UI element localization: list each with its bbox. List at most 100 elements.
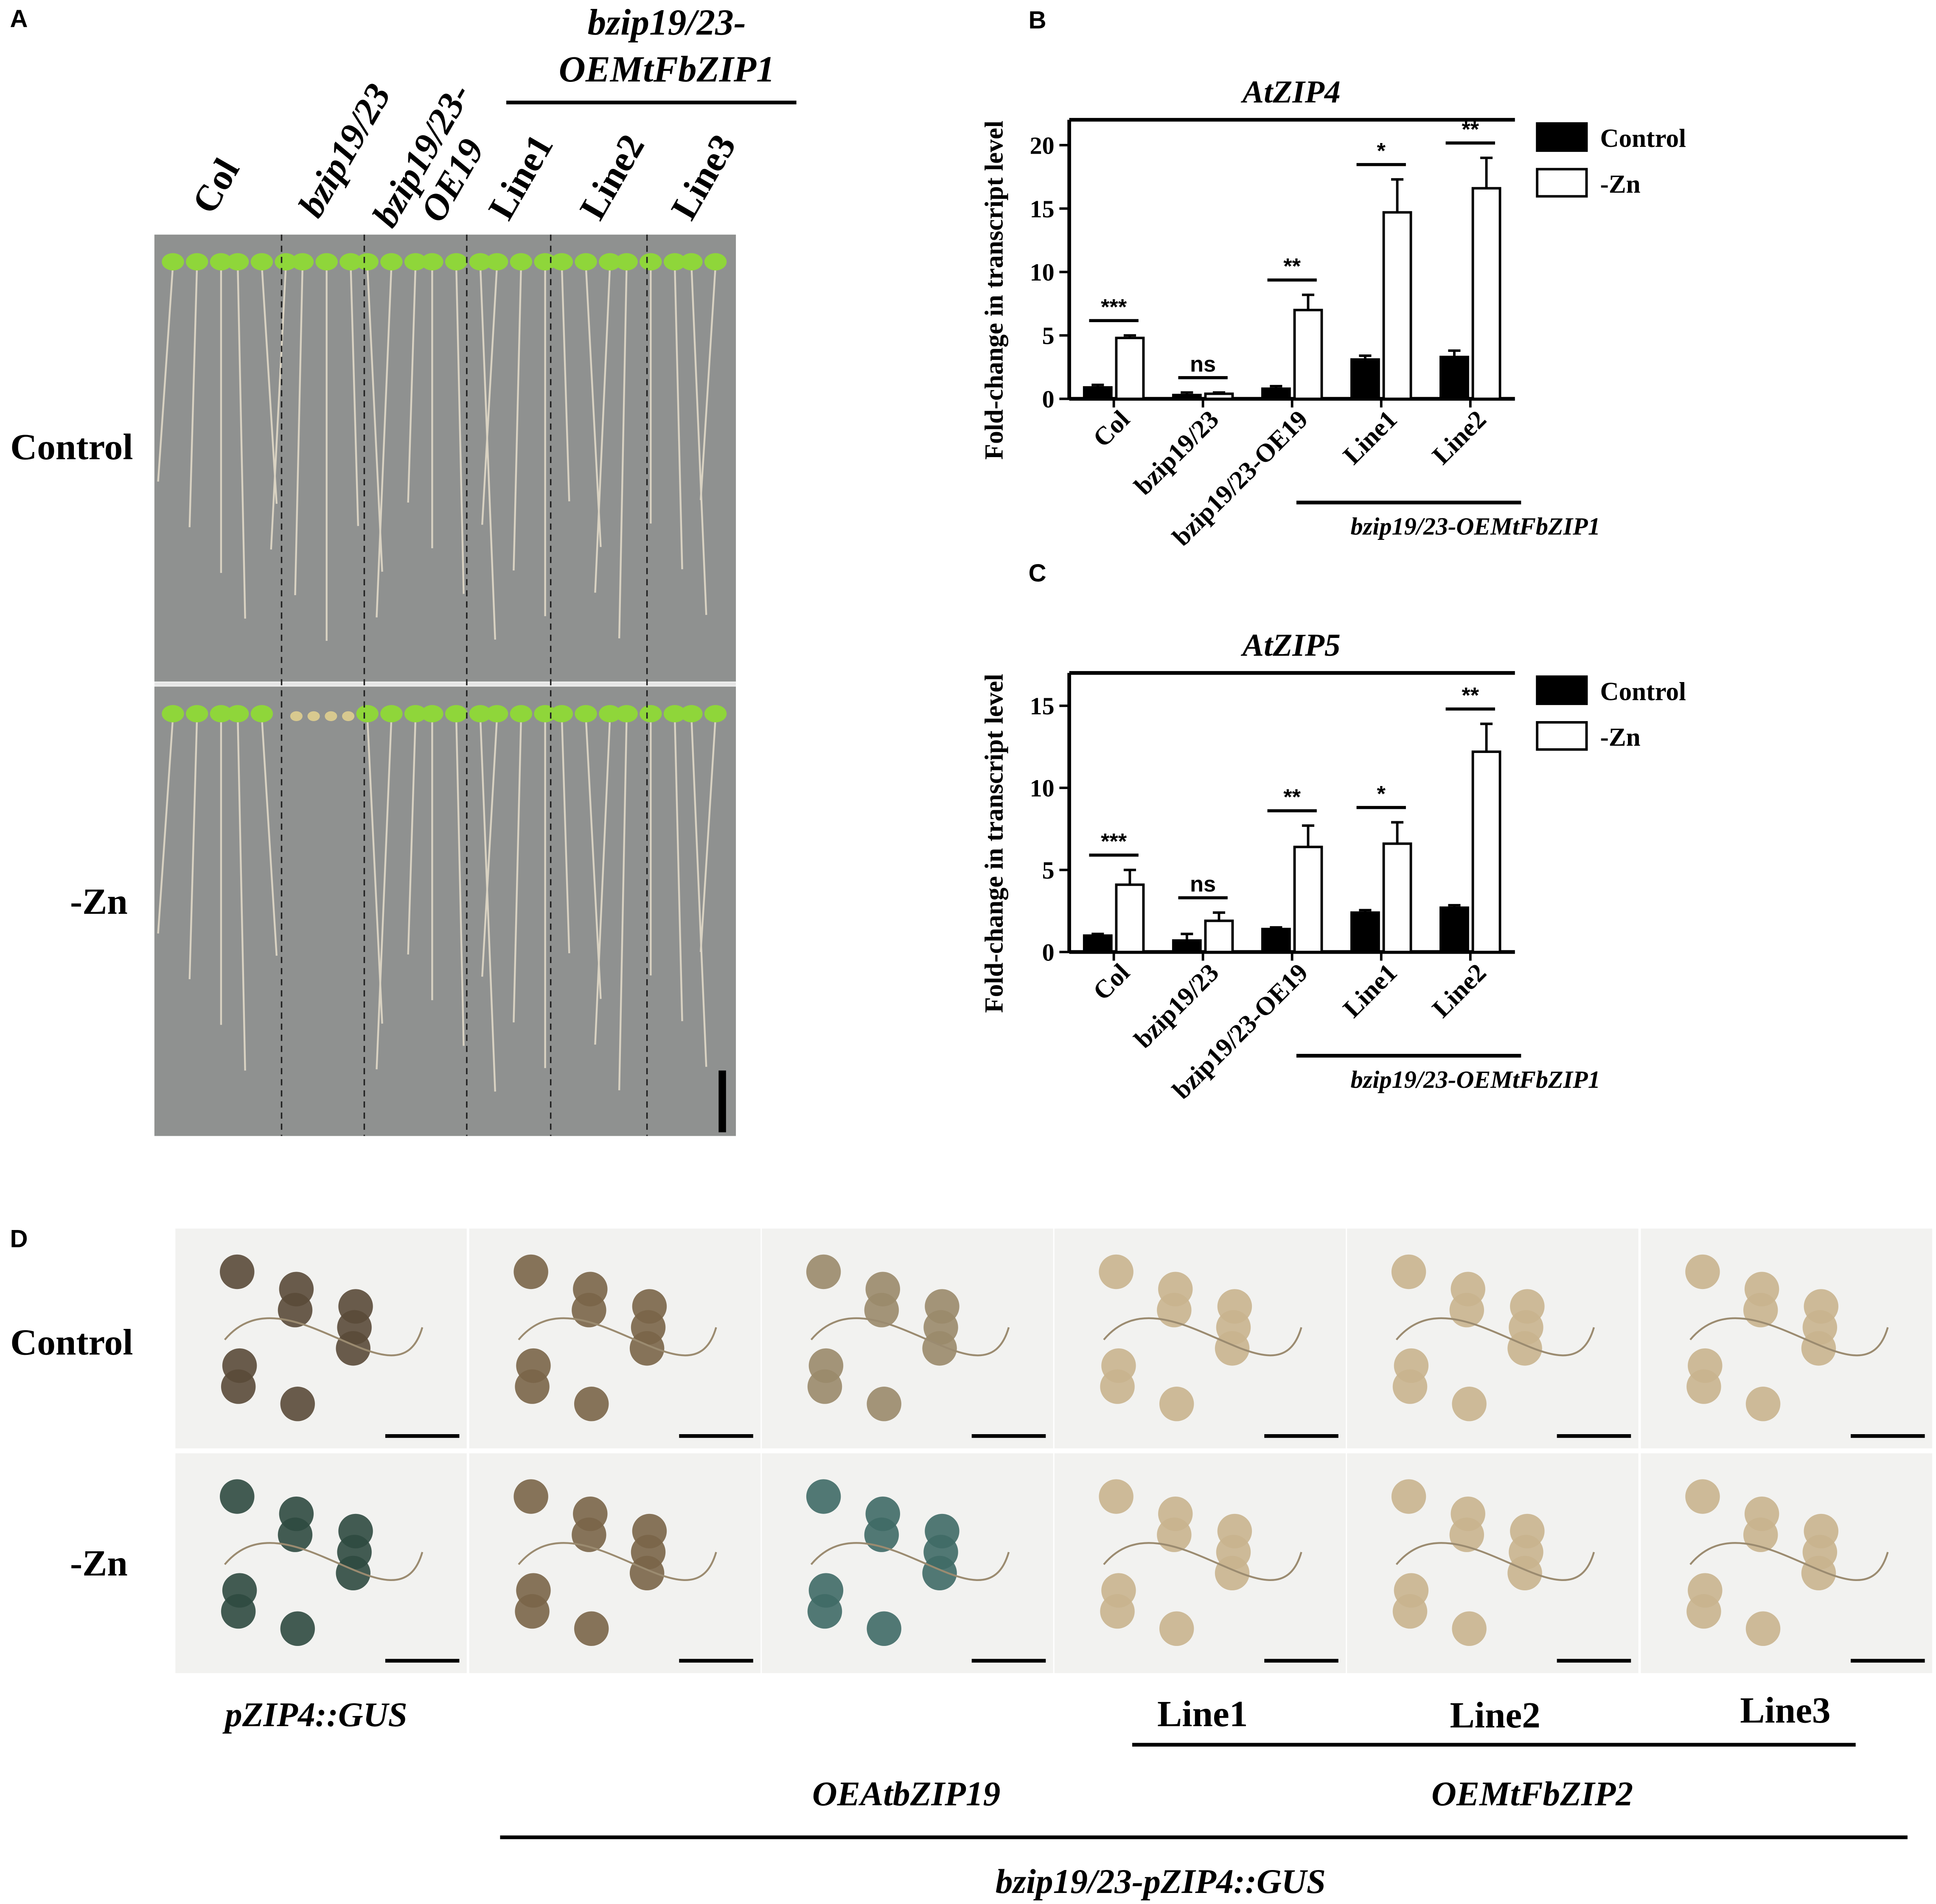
seedling bbox=[510, 253, 533, 271]
seedling bbox=[516, 1348, 551, 1383]
seedling bbox=[1744, 1272, 1779, 1306]
seedling bbox=[663, 253, 686, 271]
root bbox=[699, 265, 717, 500]
legend-label: Control bbox=[1600, 124, 1686, 153]
significance-label: ** bbox=[1462, 117, 1479, 142]
root bbox=[270, 265, 287, 550]
photo bbox=[154, 234, 736, 682]
bar bbox=[1115, 337, 1145, 400]
seedling bbox=[186, 253, 208, 271]
seedling bbox=[380, 253, 403, 271]
x-tick-label: Line1 bbox=[1338, 405, 1403, 470]
root bbox=[157, 717, 174, 934]
seedling bbox=[1452, 1387, 1487, 1421]
panel-label: B bbox=[1029, 6, 1047, 34]
root bbox=[810, 1542, 1010, 1581]
seedling bbox=[867, 1387, 901, 1421]
root bbox=[810, 1317, 1010, 1356]
error-bar bbox=[1302, 824, 1315, 847]
legend-swatch bbox=[1536, 122, 1588, 152]
y-tick-label: 5 bbox=[1042, 857, 1055, 884]
root bbox=[261, 717, 278, 956]
seedling bbox=[1745, 1387, 1781, 1421]
photo bbox=[1347, 1228, 1639, 1449]
seedling bbox=[680, 253, 703, 271]
bar bbox=[1083, 934, 1113, 953]
chart-title: AtZIP4 bbox=[1241, 74, 1341, 110]
root bbox=[376, 265, 393, 618]
seedling bbox=[1688, 1348, 1723, 1383]
bar bbox=[1293, 845, 1323, 953]
photo bbox=[762, 1228, 1053, 1449]
photo bbox=[1641, 1453, 1933, 1673]
bar bbox=[1204, 392, 1234, 400]
error-bar bbox=[1270, 926, 1282, 929]
error-bar bbox=[1480, 722, 1493, 752]
bar bbox=[1471, 187, 1501, 400]
seedling bbox=[663, 705, 686, 722]
seedling bbox=[1101, 1348, 1136, 1383]
root bbox=[376, 717, 393, 1070]
significance-label: * bbox=[1377, 782, 1386, 806]
panel-label: A bbox=[10, 5, 28, 33]
line-label: Line1 bbox=[1157, 1693, 1248, 1734]
error-bar bbox=[1123, 334, 1136, 338]
photo bbox=[469, 1228, 761, 1449]
root bbox=[188, 717, 198, 980]
seedling bbox=[925, 1289, 960, 1324]
panel-label: C bbox=[1029, 559, 1047, 587]
seedling bbox=[404, 253, 427, 271]
seedling bbox=[227, 253, 249, 271]
seedling bbox=[280, 1611, 315, 1646]
seedling bbox=[1391, 1254, 1426, 1289]
root bbox=[350, 265, 359, 526]
bar bbox=[1382, 211, 1412, 400]
root bbox=[618, 717, 628, 1090]
seedling bbox=[222, 1573, 257, 1608]
seedling bbox=[1099, 1254, 1134, 1289]
error-bar bbox=[1359, 354, 1372, 360]
column-label: Line3 bbox=[663, 127, 744, 226]
seedling bbox=[1158, 1496, 1193, 1531]
seedling bbox=[404, 705, 427, 722]
significance-label: *** bbox=[1101, 829, 1127, 854]
bar bbox=[1261, 387, 1291, 400]
photo bbox=[175, 1228, 467, 1449]
seedling bbox=[925, 1514, 960, 1549]
seedling bbox=[421, 705, 443, 722]
x-tick-label: Line2 bbox=[1427, 958, 1492, 1023]
seedling bbox=[325, 711, 337, 721]
root bbox=[1395, 1317, 1595, 1356]
seedling bbox=[485, 705, 508, 722]
seedling bbox=[1452, 1611, 1487, 1646]
root bbox=[188, 265, 198, 528]
seedling bbox=[356, 705, 379, 722]
seedling bbox=[550, 705, 573, 722]
error-bar bbox=[1212, 391, 1225, 394]
x-tick-label: bzip19/23 bbox=[1129, 405, 1224, 501]
seedling bbox=[291, 253, 314, 271]
seedling bbox=[575, 705, 597, 722]
bar bbox=[1471, 750, 1501, 953]
seedling bbox=[275, 253, 297, 271]
seedling bbox=[1217, 1289, 1252, 1324]
error-bar bbox=[1091, 932, 1104, 936]
chart-title: AtZIP5 bbox=[1241, 628, 1341, 663]
legend-label: Control bbox=[1600, 678, 1686, 706]
root bbox=[157, 265, 174, 482]
seedling bbox=[573, 1496, 608, 1531]
root bbox=[1103, 1542, 1302, 1581]
significance-label: ns bbox=[1190, 872, 1216, 897]
column-label: Col bbox=[184, 152, 247, 220]
error-bar bbox=[1181, 932, 1193, 941]
root bbox=[224, 1542, 424, 1581]
root bbox=[479, 265, 496, 640]
seedling bbox=[1099, 1479, 1134, 1514]
seedling bbox=[808, 1348, 844, 1383]
root bbox=[1689, 1542, 1889, 1581]
seedling bbox=[513, 1254, 548, 1289]
root bbox=[479, 717, 496, 1092]
row-label: Control bbox=[10, 426, 133, 467]
root bbox=[690, 265, 707, 615]
seedling bbox=[186, 705, 208, 722]
